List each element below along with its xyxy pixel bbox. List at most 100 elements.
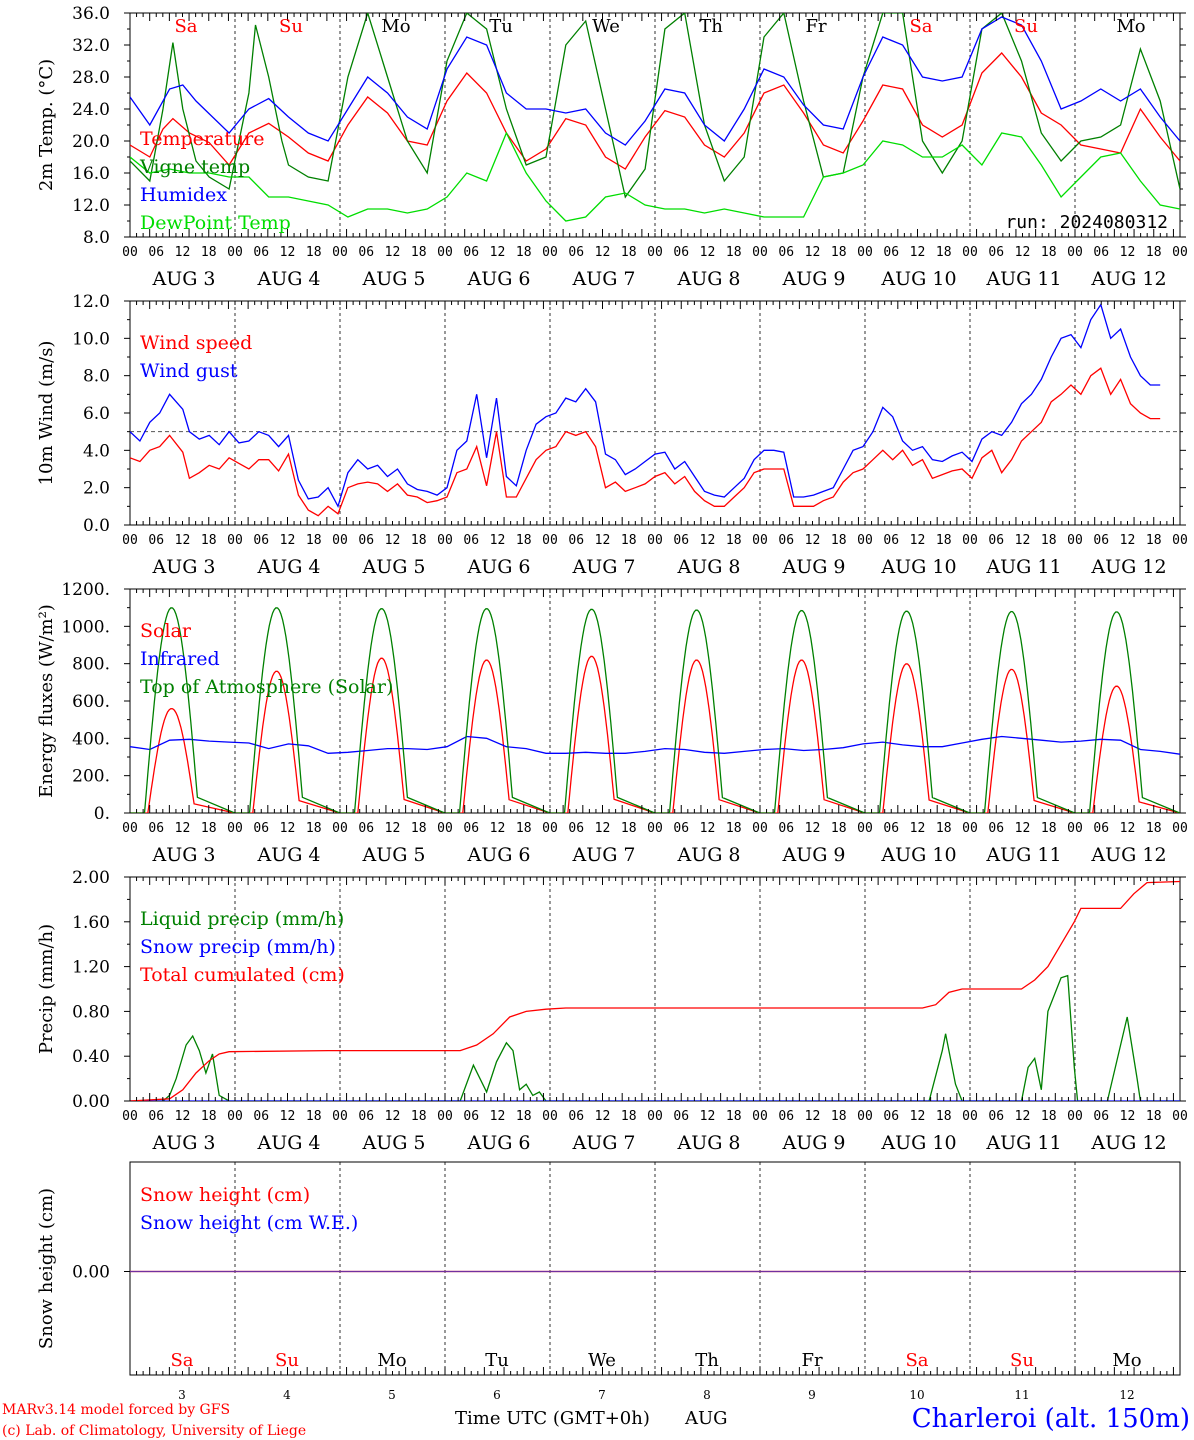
x-hour-label: 00 [1067, 245, 1083, 260]
day-number-label: 6 [493, 1388, 501, 1402]
x-date-label: AUG 9 [781, 844, 845, 866]
x-hour-label: 00 [857, 1109, 873, 1124]
x-hour-label: 00 [1172, 533, 1188, 548]
y-tick-label: 36.0 [72, 4, 110, 24]
axis-ticks [124, 12, 1186, 1375]
x-hour-label: 18 [1146, 1109, 1162, 1124]
x-hour-label: 18 [201, 1109, 217, 1124]
legend-entry: Snow height (cm W.E.) [140, 1212, 358, 1234]
x-hour-label: 12 [1015, 533, 1031, 548]
x-hour-label: 00 [647, 245, 663, 260]
x-hour-label: 00 [962, 245, 978, 260]
y-tick-label: 2.0 [83, 479, 110, 499]
y-tick-label: 0.40 [72, 1047, 110, 1067]
x-hour-label: 18 [1146, 245, 1162, 260]
x-hour-label: 12 [490, 821, 506, 836]
axis-labels: 8.012.016.020.024.028.032.036.000 06 12 18A… [36, 4, 1188, 1402]
x-hour-label: 18 [1041, 821, 1057, 836]
x-hour-label: 18 [201, 245, 217, 260]
x-hour-label: 06 [568, 821, 584, 836]
x-date-label: AUG 4 [256, 268, 320, 290]
x-hour-label: 18 [306, 533, 322, 548]
panel-frame [129, 300, 1181, 526]
x-hour-label: 06 [1093, 245, 1109, 260]
y-tick-label: 0.00 [72, 1263, 110, 1283]
x-hour-label: 06 [358, 245, 374, 260]
x-hour-label: 06 [988, 245, 1004, 260]
x-hour-label: 06 [358, 821, 374, 836]
x-hour-label: 12 [910, 1109, 926, 1124]
x-date-label: AUG 3 [151, 556, 215, 578]
y-tick-label: 12.0 [72, 196, 110, 216]
y-tick-label: 4.0 [83, 441, 110, 461]
x-date-label: AUG 9 [781, 556, 845, 578]
x-hour-label: 00 [1172, 245, 1188, 260]
x-hour-label: 18 [936, 245, 952, 260]
x-hour-label: 00 [542, 533, 558, 548]
x-hour-label: 12 [595, 533, 611, 548]
y-tick-label: 200. [72, 767, 110, 787]
x-hour-label: 06 [988, 821, 1004, 836]
x-hour-label: 06 [568, 245, 584, 260]
x-hour-label: 18 [936, 533, 952, 548]
x-hour-label: 12 [175, 533, 191, 548]
x-hour-label: 12 [1120, 1109, 1136, 1124]
x-hour-label: 06 [253, 821, 269, 836]
x-hour-label: 00 [437, 245, 453, 260]
x-hour-label: 12 [805, 821, 821, 836]
x-hour-label: 06 [463, 245, 479, 260]
x-hour-label: 12 [1120, 821, 1136, 836]
weekday-label: Sa [905, 1350, 928, 1371]
legend-entry: Wind gust [140, 360, 238, 382]
y-tick-label: 1.20 [72, 958, 110, 978]
x-date-label: AUG 8 [676, 1132, 740, 1154]
x-date-label: AUG 10 [880, 268, 956, 290]
x-hour-label: 18 [621, 1109, 637, 1124]
x-hour-label: 00 [857, 821, 873, 836]
x-hour-label: 00 [857, 245, 873, 260]
x-hour-label: 18 [1041, 533, 1057, 548]
x-hour-label: 00 [1067, 1109, 1083, 1124]
x-hour-label: 06 [253, 533, 269, 548]
x-hour-label: 06 [673, 245, 689, 260]
y-tick-label: 24.0 [72, 100, 110, 120]
x-hour-label: 00 [647, 821, 663, 836]
x-hour-label: 12 [595, 821, 611, 836]
series-infrared [130, 735, 1180, 755]
x-hour-label: 18 [516, 821, 532, 836]
x-hour-label: 12 [385, 821, 401, 836]
x-hour-label: 06 [568, 533, 584, 548]
weekday-label: Tu [485, 1350, 509, 1371]
x-hour-label: 06 [673, 533, 689, 548]
x-hour-label: 18 [726, 245, 742, 260]
x-hour-label: 06 [253, 1109, 269, 1124]
legend-entry: Humidex [140, 184, 227, 206]
x-hour-label: 06 [673, 1109, 689, 1124]
x-hour-label: 06 [358, 533, 374, 548]
x-hour-label: 12 [280, 1109, 296, 1124]
x-hour-label: 18 [831, 533, 847, 548]
legend-entry: Snow precip (mm/h) [140, 936, 336, 958]
x-hour-label: 00 [227, 533, 243, 548]
x-date-label: AUG 3 [151, 268, 215, 290]
weekday-label: Su [279, 16, 303, 37]
series-humidex [130, 16, 1180, 146]
x-hour-label: 00 [962, 821, 978, 836]
y-tick-label: 800. [72, 655, 110, 675]
x-hour-label: 00 [752, 533, 768, 548]
y-tick-label: 2.00 [72, 868, 110, 888]
x-hour-label: 00 [1172, 1109, 1188, 1124]
x-hour-label: 12 [1015, 245, 1031, 260]
y-tick-label: 16.0 [72, 164, 110, 184]
legend-entry: Liquid precip (mm/h) [140, 908, 344, 930]
series-temperature [130, 52, 1180, 170]
x-hour-label: 12 [490, 533, 506, 548]
x-hour-label: 12 [175, 1109, 191, 1124]
x-date-label: AUG 4 [256, 844, 320, 866]
x-hour-label: 18 [306, 245, 322, 260]
x-hour-label: 06 [778, 821, 794, 836]
x-date-label: AUG 10 [880, 1132, 956, 1154]
x-date-label: AUG 10 [880, 556, 956, 578]
x-date-label: AUG 6 [466, 268, 530, 290]
x-date-label: AUG 4 [256, 556, 320, 578]
